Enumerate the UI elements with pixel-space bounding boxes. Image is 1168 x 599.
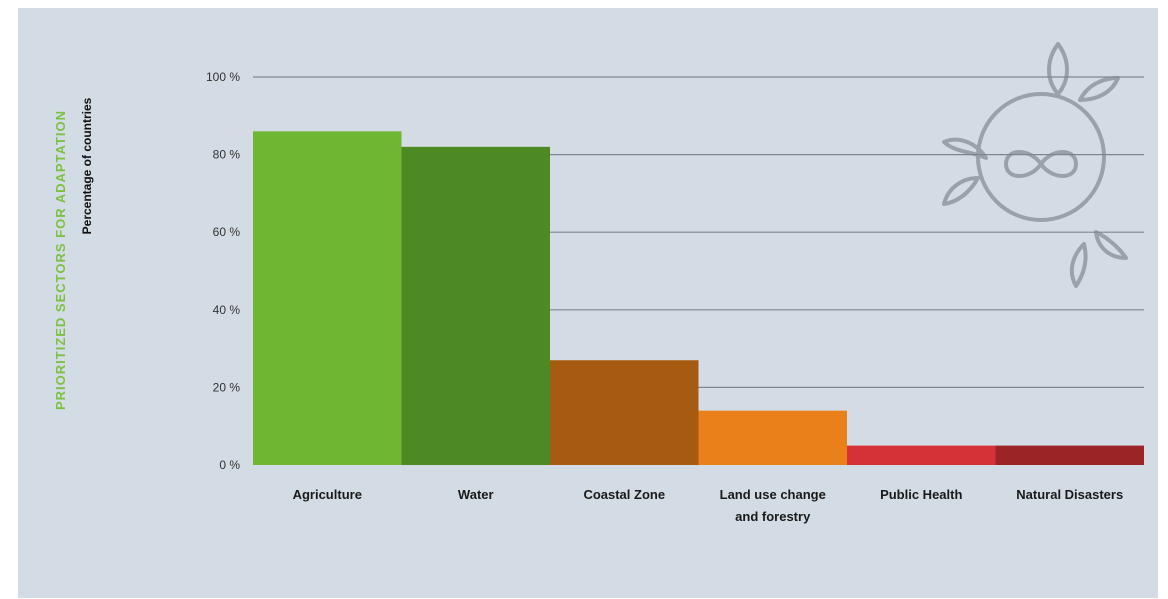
x-tick-label: Coastal Zone xyxy=(583,487,665,502)
y-tick-label: 40 % xyxy=(213,303,241,317)
x-tick-label: Agriculture xyxy=(293,487,362,502)
y-tick-label: 20 % xyxy=(213,380,241,394)
bars xyxy=(253,131,1144,465)
x-tick-label: Public Health xyxy=(880,487,962,502)
bar-natural-disasters xyxy=(995,445,1144,465)
circle-infinity-leaves-icon xyxy=(942,42,1128,288)
bar-agriculture xyxy=(253,131,402,465)
bar-chart: PRIORITIZED SECTORS FOR ADAPTATION Perce… xyxy=(53,42,1144,524)
chart-title: PRIORITIZED SECTORS FOR ADAPTATION xyxy=(53,110,68,410)
y-axis-label: Percentage of countries xyxy=(80,97,94,234)
y-tick-label: 0 % xyxy=(219,458,240,472)
bar-land-use-change-and-forestry xyxy=(698,410,847,465)
x-tick-label: Water xyxy=(458,487,494,502)
chart-panel: PRIORITIZED SECTORS FOR ADAPTATION Perce… xyxy=(18,8,1158,598)
x-tick-label: and forestry xyxy=(735,509,811,524)
bar-coastal-zone xyxy=(550,360,699,465)
bar-public-health xyxy=(847,445,996,465)
x-axis-labels: Agriculture Water Coastal Zone Land use cha… xyxy=(293,487,1124,524)
y-tick-label: 80 % xyxy=(213,148,241,162)
y-tick-label: 60 % xyxy=(213,225,241,239)
y-axis-ticks: 0 % 20 % 40 % 60 % 80 % 100 % xyxy=(206,70,240,472)
y-tick-label: 100 % xyxy=(206,70,240,84)
bar-water xyxy=(401,146,550,465)
x-tick-label: Natural Disasters xyxy=(1016,487,1123,502)
x-tick-label: Land use change xyxy=(720,487,826,502)
